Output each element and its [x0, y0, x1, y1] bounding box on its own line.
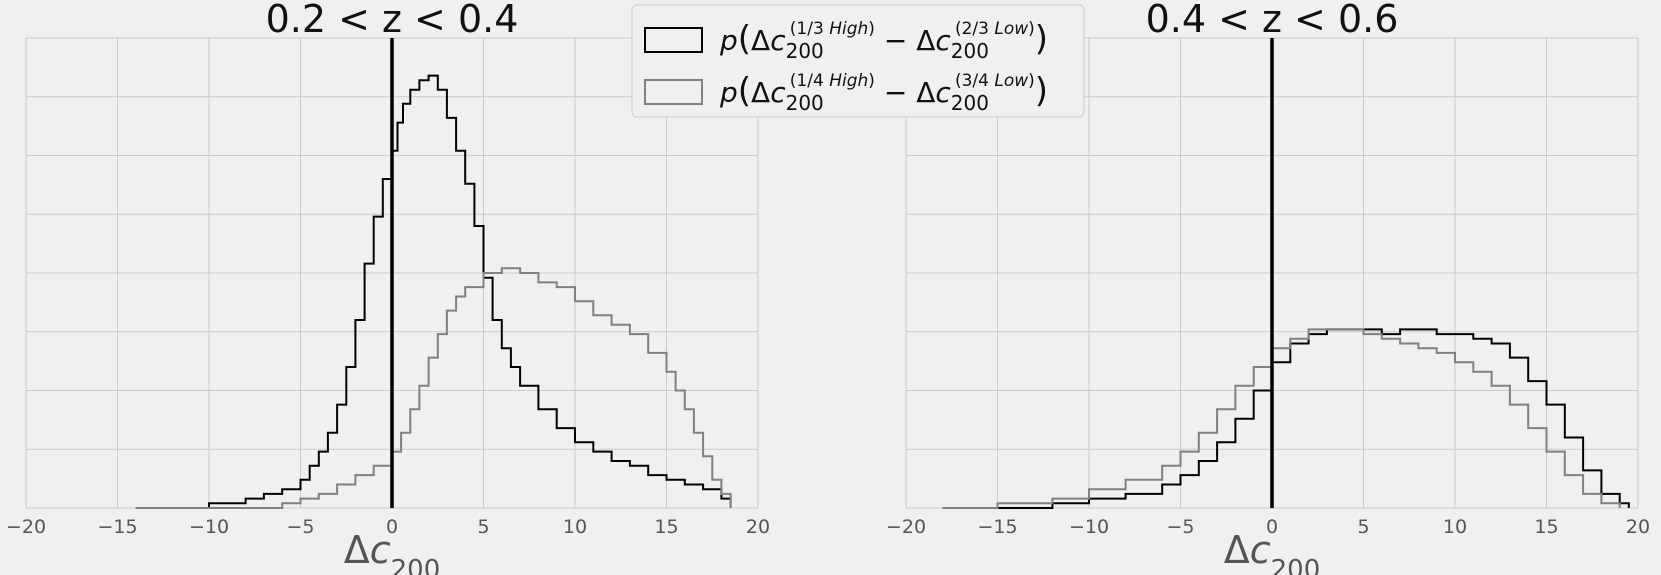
x-tick-label: −10	[189, 516, 229, 538]
x-tick-label: −5	[1166, 516, 1194, 538]
legend-label-1: p(Δc200(1/3 High) − Δc200(2/3 Low))	[719, 19, 1048, 63]
left-panel: −20 −15 −10 −5 0 5 10 15 20 0.2 < z < 0.4 Δc200	[6, 0, 770, 575]
x-tick-label: 20	[746, 516, 770, 538]
right-panel: −20 −15 −10 −5 0 5 10 15 20 0.4 < z < 0.6 Δc200	[886, 0, 1650, 575]
x-tick-label: 15	[654, 516, 678, 538]
legend-swatch-1	[644, 27, 703, 53]
x-tick-label: 10	[563, 516, 587, 538]
x-tick-label: 20	[1626, 516, 1650, 538]
panel-title: 0.4 < z < 0.6	[1146, 0, 1399, 41]
x-tick-label: 5	[1357, 516, 1369, 538]
x-tick-label: −5	[286, 516, 314, 538]
x-tick-label: −20	[886, 516, 926, 538]
x-tick-label: 10	[1443, 516, 1467, 538]
x-axis-label: Δc200	[1224, 528, 1321, 575]
legend-frame	[631, 4, 1085, 118]
x-tick-label: −10	[1069, 516, 1109, 538]
panel-title: 0.2 < z < 0.4	[266, 0, 519, 41]
legend-label-2: p(Δc200(1/4 High) − Δc200(3/4 Low))	[719, 71, 1048, 115]
histogram-series-2	[942, 328, 1621, 509]
x-tick-label: 0	[386, 516, 398, 538]
x-axis-label: Δc200	[344, 528, 441, 575]
histogram-series-1	[135, 74, 732, 509]
x-tick-label: −15	[977, 516, 1017, 538]
legend-swatch-2	[644, 79, 703, 105]
x-tick-label: 15	[1534, 516, 1558, 538]
x-tick-label: 5	[477, 516, 489, 538]
histogram-series-2	[135, 267, 732, 509]
legend: p(Δc200(1/3 High) − Δc200(2/3 Low)) p(Δc2…	[631, 4, 1085, 118]
x-tick-label: −20	[6, 516, 46, 538]
x-tick-label: −15	[97, 516, 137, 538]
histogram-series-1	[942, 328, 1630, 509]
x-tick-label: 0	[1266, 516, 1278, 538]
